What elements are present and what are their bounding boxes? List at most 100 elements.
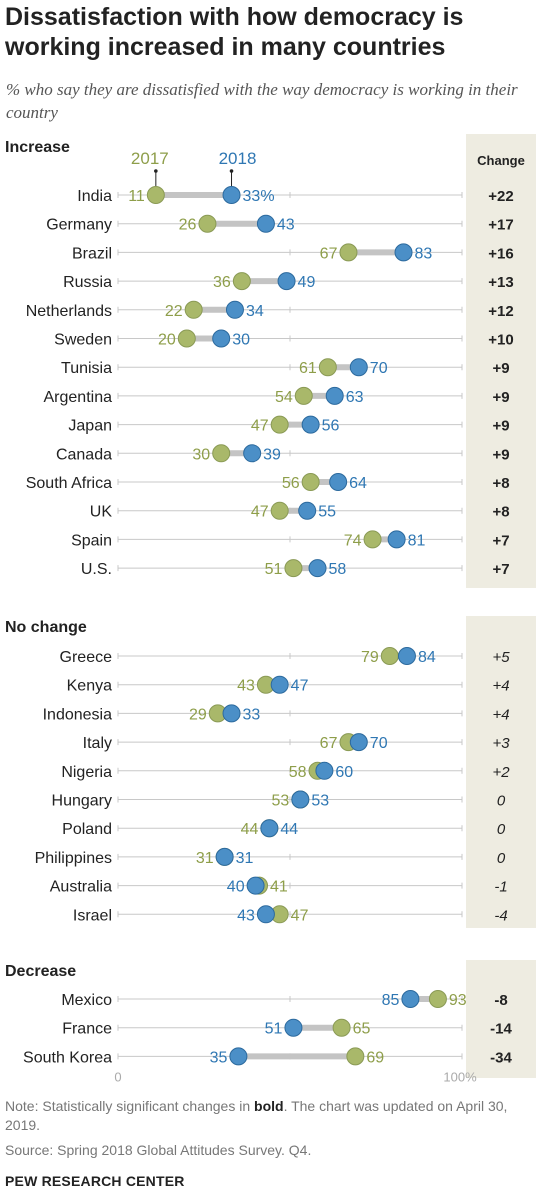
value-label-2018: 47 (291, 678, 309, 695)
value-label-2017: 47 (291, 907, 309, 924)
dot-2017 (380, 647, 399, 665)
dot-2018 (243, 444, 262, 463)
dot-2017 (428, 990, 447, 1008)
country-label: U.S. (81, 561, 112, 578)
country-label: Brazil (72, 245, 112, 262)
value-label-2017: 47 (251, 418, 269, 435)
value-label-2018: 39 (263, 446, 281, 463)
value-label-2017: 29 (189, 706, 207, 723)
change-value: +22 (488, 188, 513, 205)
country-label: Spain (71, 532, 112, 549)
dot-2018 (229, 1047, 248, 1066)
value-label-2018: 43 (237, 907, 255, 924)
dot-2018 (222, 186, 241, 204)
value-label-2017: 41 (270, 879, 288, 896)
value-label-2018: 35 (210, 1049, 228, 1066)
change-value: -1 (494, 879, 507, 896)
dot-2018 (298, 501, 317, 520)
value-label-2018: 55 (318, 504, 336, 521)
change-value: 0 (497, 793, 506, 810)
dot-2018 (291, 790, 310, 809)
note-prefix: Note: Statistically significant changes … (5, 1098, 255, 1114)
legend-2017-pointer-dot (154, 169, 158, 173)
dot-2018 (308, 559, 327, 578)
dot-2018 (215, 847, 234, 866)
change-value: +2 (492, 764, 510, 781)
dot-2018 (387, 530, 406, 549)
value-label-2018: 81 (408, 532, 426, 549)
value-label-2018: 53 (311, 793, 329, 810)
change-value: +9 (492, 360, 509, 377)
dot-2017 (339, 243, 358, 262)
dot-2018 (212, 329, 231, 348)
value-label-2018: 84 (418, 649, 436, 666)
country-label: UK (90, 504, 113, 521)
value-label-2017: 51 (265, 561, 283, 578)
value-label-2018: 83 (415, 245, 433, 262)
value-label-2017: 43 (237, 678, 255, 695)
change-value: +5 (492, 649, 510, 666)
value-label-2017: 44 (241, 821, 259, 838)
value-label-2018: 34 (246, 303, 264, 320)
legend-2017: 2017 (131, 149, 169, 168)
dot-2017 (177, 329, 196, 348)
country-label: Hungary (52, 793, 112, 810)
dot-2017 (270, 501, 289, 520)
change-value: +10 (488, 332, 513, 349)
change-value: -34 (490, 1049, 512, 1066)
dot-2017 (198, 214, 217, 233)
change-value: +17 (488, 217, 513, 234)
change-value: +7 (492, 532, 509, 549)
x-tick-label-0: 0 (114, 1069, 121, 1084)
value-label-2017: 74 (344, 532, 362, 549)
change-value: +12 (488, 303, 513, 320)
dot-2017 (346, 1047, 365, 1066)
dot-2018 (394, 243, 413, 262)
value-label-2018: 43 (277, 217, 295, 234)
change-value: -4 (494, 907, 507, 924)
value-label-2018: 31 (236, 850, 254, 867)
change-column-bg (466, 616, 536, 928)
change-value: +4 (492, 678, 509, 695)
value-label-2017: 30 (192, 446, 210, 463)
country-label: Poland (62, 821, 112, 838)
dot-2017 (146, 186, 165, 204)
country-label: Canada (56, 446, 112, 463)
value-label-2018: 40 (227, 879, 245, 896)
chart-note: Note: Statistically significant changes … (5, 1097, 525, 1135)
country-label: Italy (83, 735, 112, 752)
value-label-2018: 30 (232, 332, 250, 349)
value-label-2017: 79 (361, 649, 379, 666)
country-label: South Korea (23, 1049, 112, 1066)
dot-2018 (270, 675, 289, 694)
dot-2017 (212, 444, 231, 463)
dot-2017 (318, 358, 337, 377)
country-label: Netherlands (26, 303, 112, 320)
dot-2018 (246, 876, 265, 895)
dot-2018 (349, 733, 368, 752)
dot-2018 (260, 819, 279, 838)
country-label: Tunisia (61, 360, 112, 377)
value-label-2017: 67 (320, 245, 338, 262)
value-label-2017: 31 (196, 850, 214, 867)
dot-2018 (401, 990, 420, 1008)
dot-2017 (232, 272, 251, 291)
value-label-2018: 85 (382, 992, 400, 1009)
value-label-2018: 70 (370, 360, 388, 377)
value-label-2018: 56 (322, 418, 340, 435)
value-label-2017: 54 (275, 389, 293, 406)
change-value: +13 (488, 274, 513, 291)
country-label: Israel (73, 907, 112, 924)
value-label-2017: 53 (272, 793, 290, 810)
dot-2017 (363, 530, 382, 549)
change-value: 0 (497, 821, 506, 838)
value-label-2018: 51 (265, 1021, 283, 1038)
country-label: Kenya (67, 678, 112, 695)
value-label-2017: 93 (449, 992, 467, 1009)
change-value: -8 (494, 992, 507, 1009)
value-label-2017: 26 (179, 217, 197, 234)
value-label-2018: 70 (370, 735, 388, 752)
dot-2018 (256, 905, 275, 924)
group-header: Decrease (5, 963, 76, 980)
country-label: Australia (50, 879, 112, 896)
